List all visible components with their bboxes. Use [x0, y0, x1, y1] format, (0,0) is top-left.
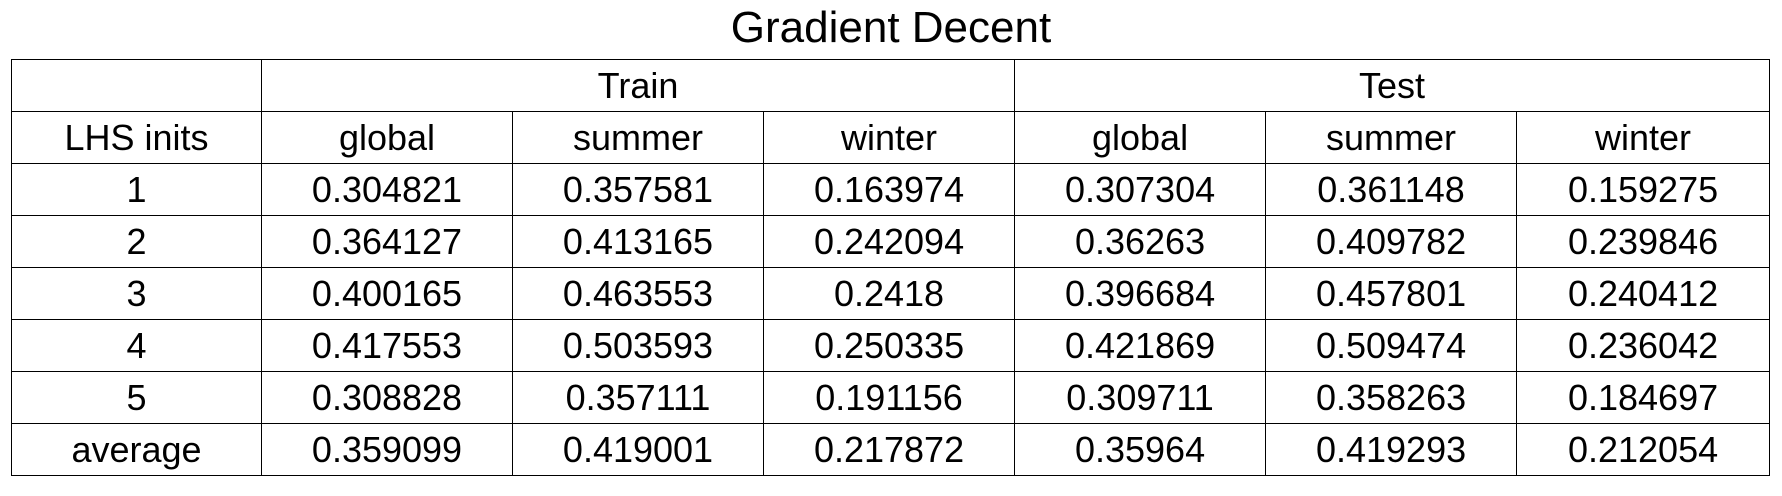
corner-cell	[11, 59, 262, 112]
table-cell: 0.503593	[512, 319, 764, 372]
table-cell: 0.308828	[261, 371, 513, 424]
table-row: 2 0.364127 0.413165 0.242094 0.36263 0.4…	[11, 215, 1771, 268]
table-cell: 0.396684	[1014, 267, 1267, 320]
column-header-train-global: global	[261, 111, 513, 164]
column-header-lhs-inits: LHS inits	[11, 111, 262, 164]
table-cell: 0.419293	[1265, 423, 1518, 476]
table-row: 4 0.417553 0.503593 0.250335 0.421869 0.…	[11, 319, 1771, 372]
results-table: Train Test LHS inits global summer winte…	[11, 59, 1771, 476]
table-cell: 0.364127	[261, 215, 513, 268]
table-cell: 0.409782	[1265, 215, 1518, 268]
table-cell: 0.240412	[1516, 267, 1771, 320]
row-label: average	[11, 423, 262, 476]
table-cell: 0.191156	[762, 371, 1016, 424]
column-header-train-summer: summer	[512, 111, 764, 164]
table-cell: 0.159275	[1516, 163, 1771, 216]
table-cell: 0.309711	[1014, 371, 1267, 424]
table-cell: 0.236042	[1516, 319, 1771, 372]
table-cell: 0.463553	[512, 267, 764, 320]
test-group-header: Test	[1014, 59, 1771, 112]
table-cell: 0.212054	[1516, 423, 1771, 476]
row-label: 3	[11, 267, 262, 320]
table-row: 1 0.304821 0.357581 0.163974 0.307304 0.…	[11, 163, 1771, 216]
table-cell: 0.217872	[762, 423, 1016, 476]
table-cell: 0.359099	[261, 423, 513, 476]
table-cell: 0.358263	[1265, 371, 1518, 424]
table-cell: 0.357581	[512, 163, 764, 216]
table-row: 3 0.400165 0.463553 0.2418 0.396684 0.45…	[11, 267, 1771, 320]
table-cell: 0.2418	[762, 267, 1016, 320]
column-header-test-global: global	[1014, 111, 1267, 164]
table-cell: 0.163974	[762, 163, 1016, 216]
column-header-test-winter: winter	[1516, 111, 1771, 164]
table-title: Gradient Decent	[730, 3, 1052, 52]
table-cell: 0.457801	[1265, 267, 1518, 320]
table-cell: 0.304821	[261, 163, 513, 216]
table-cell: 0.36263	[1014, 215, 1267, 268]
train-group-header: Train	[260, 59, 1016, 112]
group-header-row: Train Test	[11, 59, 1771, 112]
row-label: 5	[11, 371, 262, 424]
column-header-train-winter: winter	[762, 111, 1016, 164]
table-cell: 0.361148	[1265, 163, 1518, 216]
table-cell: 0.419001	[512, 423, 764, 476]
table-cell: 0.357111	[512, 371, 764, 424]
table-cell: 0.413165	[512, 215, 764, 268]
table-cell: 0.250335	[762, 319, 1016, 372]
table-cell: 0.242094	[762, 215, 1016, 268]
table-cell: 0.239846	[1516, 215, 1771, 268]
table-cell: 0.307304	[1014, 163, 1267, 216]
table-cell: 0.184697	[1516, 371, 1771, 424]
row-label: 2	[11, 215, 262, 268]
row-label: 4	[11, 319, 262, 372]
table-cell: 0.421869	[1014, 319, 1267, 372]
table-row-average: average 0.359099 0.419001 0.217872 0.359…	[11, 423, 1771, 476]
table-cell: 0.509474	[1265, 319, 1518, 372]
row-label: 1	[11, 163, 262, 216]
table-cell: 0.417553	[261, 319, 513, 372]
table-cell: 0.35964	[1014, 423, 1267, 476]
column-header-row: LHS inits global summer winter global su…	[11, 111, 1771, 164]
table-row: 5 0.308828 0.357111 0.191156 0.309711 0.…	[11, 371, 1771, 424]
column-header-test-summer: summer	[1265, 111, 1518, 164]
table-cell: 0.400165	[261, 267, 513, 320]
